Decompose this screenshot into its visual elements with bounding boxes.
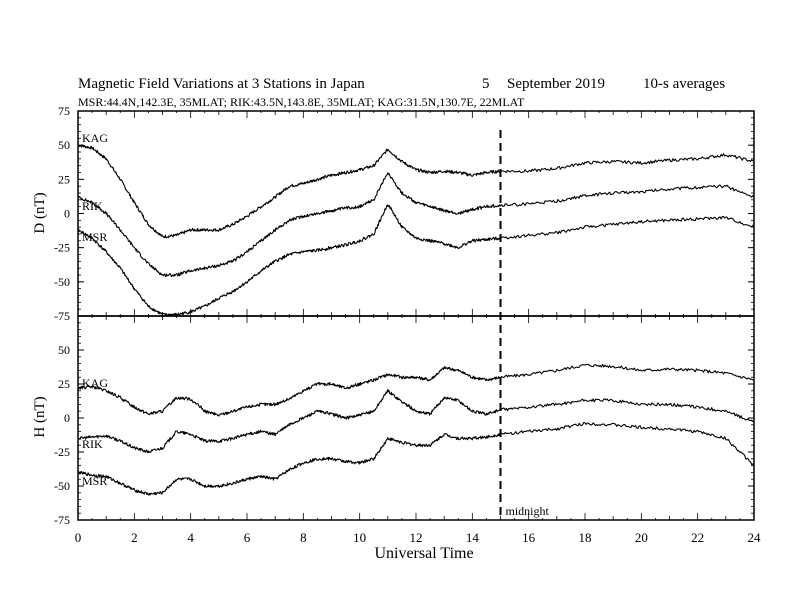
- x-tick-label: 18: [579, 530, 592, 545]
- series-line-msr: [77, 421, 755, 496]
- x-tick-label: 22: [691, 530, 704, 545]
- panel-frame: [77, 110, 755, 317]
- y-tick-label: -50: [54, 479, 70, 493]
- y-tick-label: 25: [58, 377, 70, 391]
- series-line-rik: [77, 389, 755, 454]
- series-line-msr: [77, 204, 755, 317]
- y-tick-label: -25: [54, 241, 70, 255]
- series-line-kag: [77, 363, 754, 417]
- series-label-rik: RIK: [82, 437, 103, 451]
- series-line-kag: [77, 144, 755, 239]
- x-tick-label: 8: [300, 530, 307, 545]
- x-tick-label: 16: [522, 530, 536, 545]
- series-line-rik: [77, 172, 755, 278]
- x-tick-label: 24: [748, 530, 762, 545]
- x-tick-label: 2: [131, 530, 138, 545]
- chart-title: Magnetic Field Variations at 3 Stations …: [78, 76, 365, 92]
- panel-frame: [77, 315, 755, 521]
- x-tick-label: 20: [635, 530, 648, 545]
- chart-stations: MSR:44.4N,142.3E, 35MLAT; RIK:43.5N,143.…: [78, 95, 525, 109]
- y-tick-label: 0: [64, 411, 70, 425]
- d-component-panel: 75 50 25 0 -25 -50 -75 KAG RIK MSR: [54, 104, 755, 323]
- y-tick-label: -75: [54, 309, 70, 323]
- h-component-panel: 50 25 0 -25 -50 -75 KAG RIK MSR: [54, 315, 755, 527]
- d-axis-label: D (nT): [32, 192, 48, 233]
- series-label-kag: KAG: [82, 376, 108, 390]
- y-tick-label: 75: [58, 104, 70, 118]
- x-tick-label: 14: [466, 530, 480, 545]
- y-tick-label: -25: [54, 445, 70, 459]
- series-label-msr: MSR: [82, 474, 107, 488]
- y-tick-label: -75: [54, 513, 70, 527]
- y-tick-label: 0: [64, 207, 70, 221]
- series-label-msr: MSR: [82, 230, 107, 244]
- series-label-rik: RIK: [82, 199, 103, 213]
- y-tick-label: 50: [58, 138, 70, 152]
- x-tick-label: 6: [244, 530, 251, 545]
- x-tick-label: 0: [75, 530, 82, 545]
- series-label-kag: KAG: [82, 131, 108, 145]
- y-tick-label: 50: [58, 343, 70, 357]
- y-tick-label: -50: [54, 275, 70, 289]
- chart-day: 5: [482, 76, 490, 92]
- x-tick-label: 12: [410, 530, 423, 545]
- y-tick-label: 25: [58, 172, 70, 186]
- x-axis: 0 2 4 6 8 10 12 14 16 18 20 22 24: [75, 530, 761, 545]
- midnight-label: midnight: [506, 504, 550, 518]
- x-tick-label: 10: [353, 530, 366, 545]
- chart-year: 2019: [575, 76, 605, 92]
- chart-month: September: [507, 76, 571, 92]
- x-axis-label: Universal Time: [374, 545, 473, 562]
- chart-averaging: 10-s averages: [643, 76, 725, 92]
- x-tick-label: 4: [187, 530, 194, 545]
- h-axis-label: H (nT): [32, 396, 48, 437]
